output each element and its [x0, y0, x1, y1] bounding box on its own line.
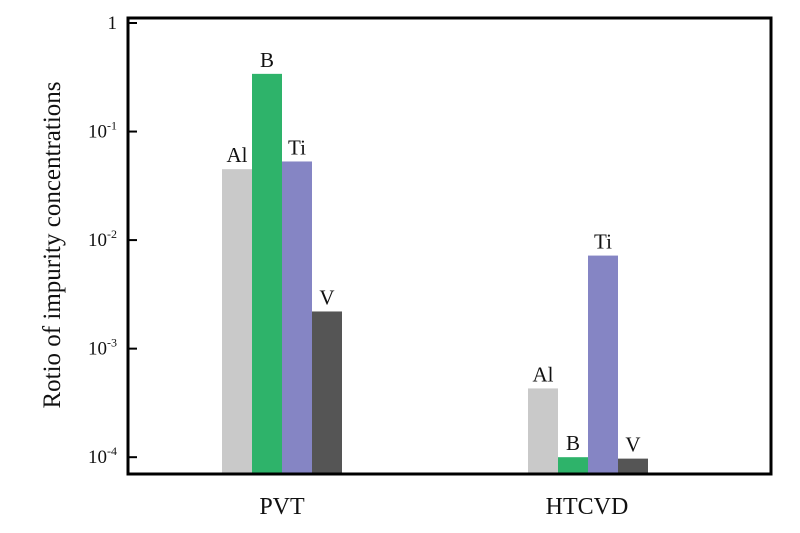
x-category-label-htcvd: HTCVD: [546, 494, 629, 520]
y-ticks-group: 1 10-1 10-2 10-3 10-4: [88, 13, 137, 468]
bar-label-b-htcvd: B: [566, 431, 580, 455]
y-tick-label: 10-3: [88, 336, 117, 360]
bar-label-ti-pvt: Ti: [288, 135, 306, 159]
bar-al-pvt: [222, 169, 252, 475]
y-tick-label: 10-4: [88, 444, 117, 468]
y-tick-label: 1: [108, 13, 118, 34]
bar-v-pvt: [312, 311, 342, 474]
bar-b-pvt: [252, 73, 282, 474]
bar-al-htcvd: [528, 388, 558, 474]
bar-ti-pvt: [282, 161, 312, 474]
plot-frame: [126, 16, 773, 476]
bar-labels-group: Al B Ti V Al B Ti V: [227, 48, 641, 457]
x-categories-group: PVT HTCVD: [259, 494, 628, 520]
y-axis-title: Rotio of impurity concentrations: [39, 81, 66, 408]
bar-b-htcvd: [558, 457, 588, 474]
bar-label-al-htcvd: Al: [533, 362, 554, 386]
y-tick-label: 10-1: [88, 119, 117, 143]
y-tick-label: 10-2: [88, 227, 117, 251]
x-category-label-pvt: PVT: [259, 494, 305, 520]
bar-label-ti-htcvd: Ti: [594, 230, 612, 254]
bar-ti-htcvd: [588, 255, 618, 474]
bar-label-v-htcvd: V: [625, 433, 640, 457]
bar-v-htcvd: [618, 458, 648, 474]
bar-label-b-pvt: B: [260, 48, 274, 72]
bars-group: [222, 73, 648, 475]
bar-label-al-pvt: Al: [227, 143, 248, 167]
bar-label-v-pvt: V: [319, 285, 334, 309]
